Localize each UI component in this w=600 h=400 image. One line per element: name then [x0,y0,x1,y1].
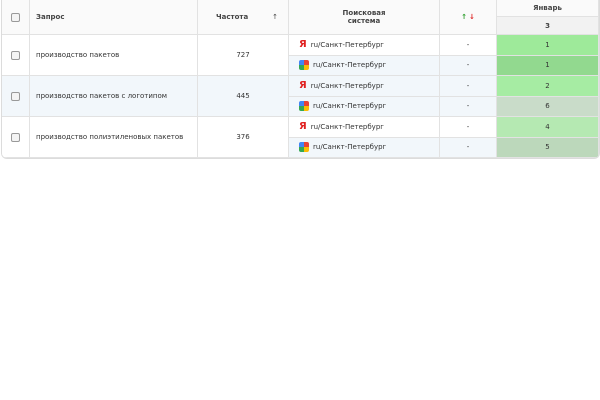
engine-cell: ru/Санкт-Петербург [289,137,440,158]
change-cell: - [440,96,497,117]
region: ru/Санкт-Петербург [313,61,387,70]
change-cell: - [440,117,497,138]
change-cell: - [440,55,497,76]
row-cell: производство пакетов [30,35,198,76]
region: ru/Санкт-Петербург [310,122,384,131]
row-cell: 445 [198,76,289,117]
position-cell: 2 [497,76,599,97]
query: производство полиэтиленовых пакетов [36,133,184,141]
header-engine: Поисковая система [342,9,386,25]
position-cell: 5 [497,137,599,158]
region: ru/Санкт-Петербург [310,40,384,49]
header-cell: Поисковая система [289,0,440,35]
month-count: 3 [545,21,550,30]
change: - [466,81,470,90]
position: 6 [545,102,550,111]
position-cell: 4 [497,117,599,138]
change-cell: - [440,35,497,56]
arrow-up: ↑ [461,13,467,21]
header-cell: Январь [497,0,599,17]
change-cell: - [440,76,497,97]
checkbox[interactable] [11,132,20,142]
checkbox[interactable] [11,12,20,22]
region: ru/Санкт-Петербург [310,81,384,90]
position: 1 [545,40,550,49]
position: 1 [545,61,550,70]
google-logo [299,142,309,153]
header-cell: ↑ ↓ [440,0,497,35]
position: 4 [545,122,550,131]
checkbox[interactable] [11,50,20,60]
header-frequency: Частота [216,13,249,21]
region: ru/Санкт-Петербург [313,143,387,152]
position-cell: 1 [497,35,599,56]
sort-arrow: ↑ [272,13,278,21]
yandex-logo: Я [299,121,307,133]
row-cell: производство пакетов с логотипом [30,76,198,117]
header-cell: Частота ↑ [198,0,289,35]
frequency: 727 [236,51,250,59]
position-cell: 1 [497,55,599,76]
arrow-down: ↓ [469,13,475,21]
position: 5 [545,143,550,152]
position: 2 [545,81,550,90]
frequency: 445 [236,92,250,100]
yandex-logo: Я [299,80,307,92]
change: - [466,122,470,131]
row-cell [2,117,30,158]
google-logo [299,60,309,71]
table: Запрос Частота ↑ Поисковая система ↑ ↓ Январь 3… [1,0,600,159]
checkbox[interactable] [11,91,20,101]
header-query: Запрос [36,13,65,21]
row-cell: 376 [198,117,289,158]
change: - [466,40,470,49]
yandex-logo: Я [299,39,307,51]
query: производство пакетов с логотипом [36,92,168,100]
header-cell: 3 [497,17,599,35]
header-month: Январь [533,4,562,12]
change: - [466,61,470,70]
row-cell [2,35,30,76]
change-cell: - [440,137,497,158]
frequency: 376 [236,133,250,141]
row-cell: 727 [198,35,289,76]
engine-cell: ru/Санкт-Петербург [289,96,440,117]
query: производство пакетов [36,51,120,59]
region: ru/Санкт-Петербург [313,102,387,111]
google-logo [299,101,309,112]
engine-cell: ru/Санкт-Петербург [289,55,440,76]
row-cell: производство полиэтиленовых пакетов [30,117,198,158]
change: - [466,143,470,152]
header-cell: Запрос [30,0,198,35]
row-cell [2,76,30,117]
position-cell: 6 [497,96,599,117]
header-cell [2,0,30,35]
change: - [466,102,470,111]
